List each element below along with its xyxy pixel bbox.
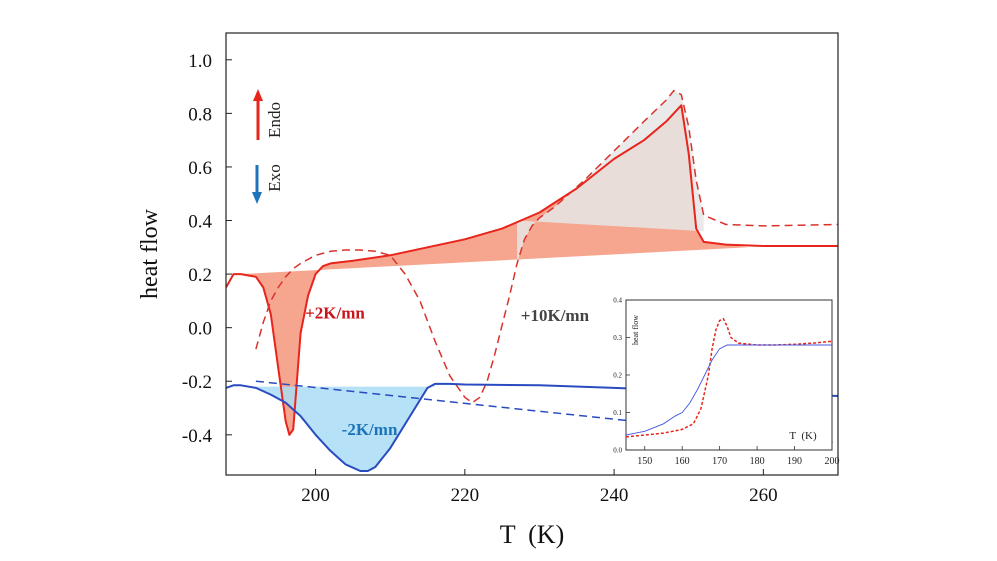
x-tick-label: 200: [301, 485, 330, 506]
inset-x-tick-label: 190: [787, 456, 802, 467]
inset-x-tick-label: 160: [675, 456, 690, 467]
x-tick-label: 240: [600, 485, 629, 506]
x-tick-label: 220: [451, 485, 480, 506]
series-annotation-label: -2K/mn: [342, 420, 398, 439]
x-axis-title: T (K): [500, 520, 565, 549]
inset-series-line-1: [626, 344, 832, 436]
peak-area-1: [517, 90, 704, 264]
inset-y-tick-label: 0.1: [613, 409, 622, 417]
inset-axes-layer: 150 160 170 180 190 200 0.0 0.1 0.2 0.3 0.4: [613, 297, 839, 468]
plot-frame: [225, 32, 839, 476]
y-tick-label: 1.0: [188, 51, 212, 72]
inset-y-tick-label: 0.2: [613, 372, 622, 380]
inset-x-tick-label: 180: [750, 456, 765, 467]
inset-y-title: heat flow: [631, 315, 640, 345]
inset-y-tick-label: 0.4: [613, 297, 622, 305]
exo-label: Exo: [265, 164, 284, 191]
y-axis-title: heat flow: [137, 208, 163, 299]
series-annotation-label: +2K/mn: [305, 303, 365, 322]
inset-chart: 150 160 170 180 190 200 0.0 0.1 0.2 0.3 0.4 heat f…: [613, 297, 839, 468]
axes-layer: 200 220 240 260 -0.4 -0.2 0.0 0.2 0.4 0.6 0.8 1.0: [182, 51, 778, 506]
series-annotation-label: +10K/mn: [521, 306, 590, 325]
inset-y-tick-label: 0.3: [613, 334, 622, 342]
exo-arrow-icon: [252, 192, 262, 204]
endo-exo-legend: Endo Exo: [252, 89, 284, 204]
series-line-2: [226, 382, 838, 472]
y-tick-label: 0.4: [188, 212, 212, 233]
inset-y-tick-label: 0.0: [613, 447, 622, 455]
inset-x-tick-label: 170: [712, 456, 727, 467]
inset-x-tick-label: 150: [637, 456, 652, 467]
y-tick-label: 0.8: [188, 104, 212, 125]
endo-label: Endo: [265, 102, 284, 138]
inset-x-tick-label: 200: [825, 456, 840, 467]
series-line-1: [255, 89, 838, 404]
y-tick-label: 0.0: [188, 319, 212, 340]
y-tick-label: -0.4: [182, 426, 213, 447]
series-line-0: [226, 104, 838, 436]
inset-x-title: T (K): [789, 430, 817, 442]
annotation-layer: +2K/mn +10K/mn -2K/mn: [305, 303, 589, 439]
inset-frame: [625, 299, 833, 451]
x-tick-label: 260: [749, 485, 778, 506]
y-tick-label: -0.2: [182, 372, 212, 393]
inset-line-layer: [626, 317, 832, 438]
y-tick-label: 0.2: [188, 265, 212, 286]
y-tick-label: 0.6: [188, 158, 212, 179]
endo-arrow-icon: [253, 89, 263, 101]
